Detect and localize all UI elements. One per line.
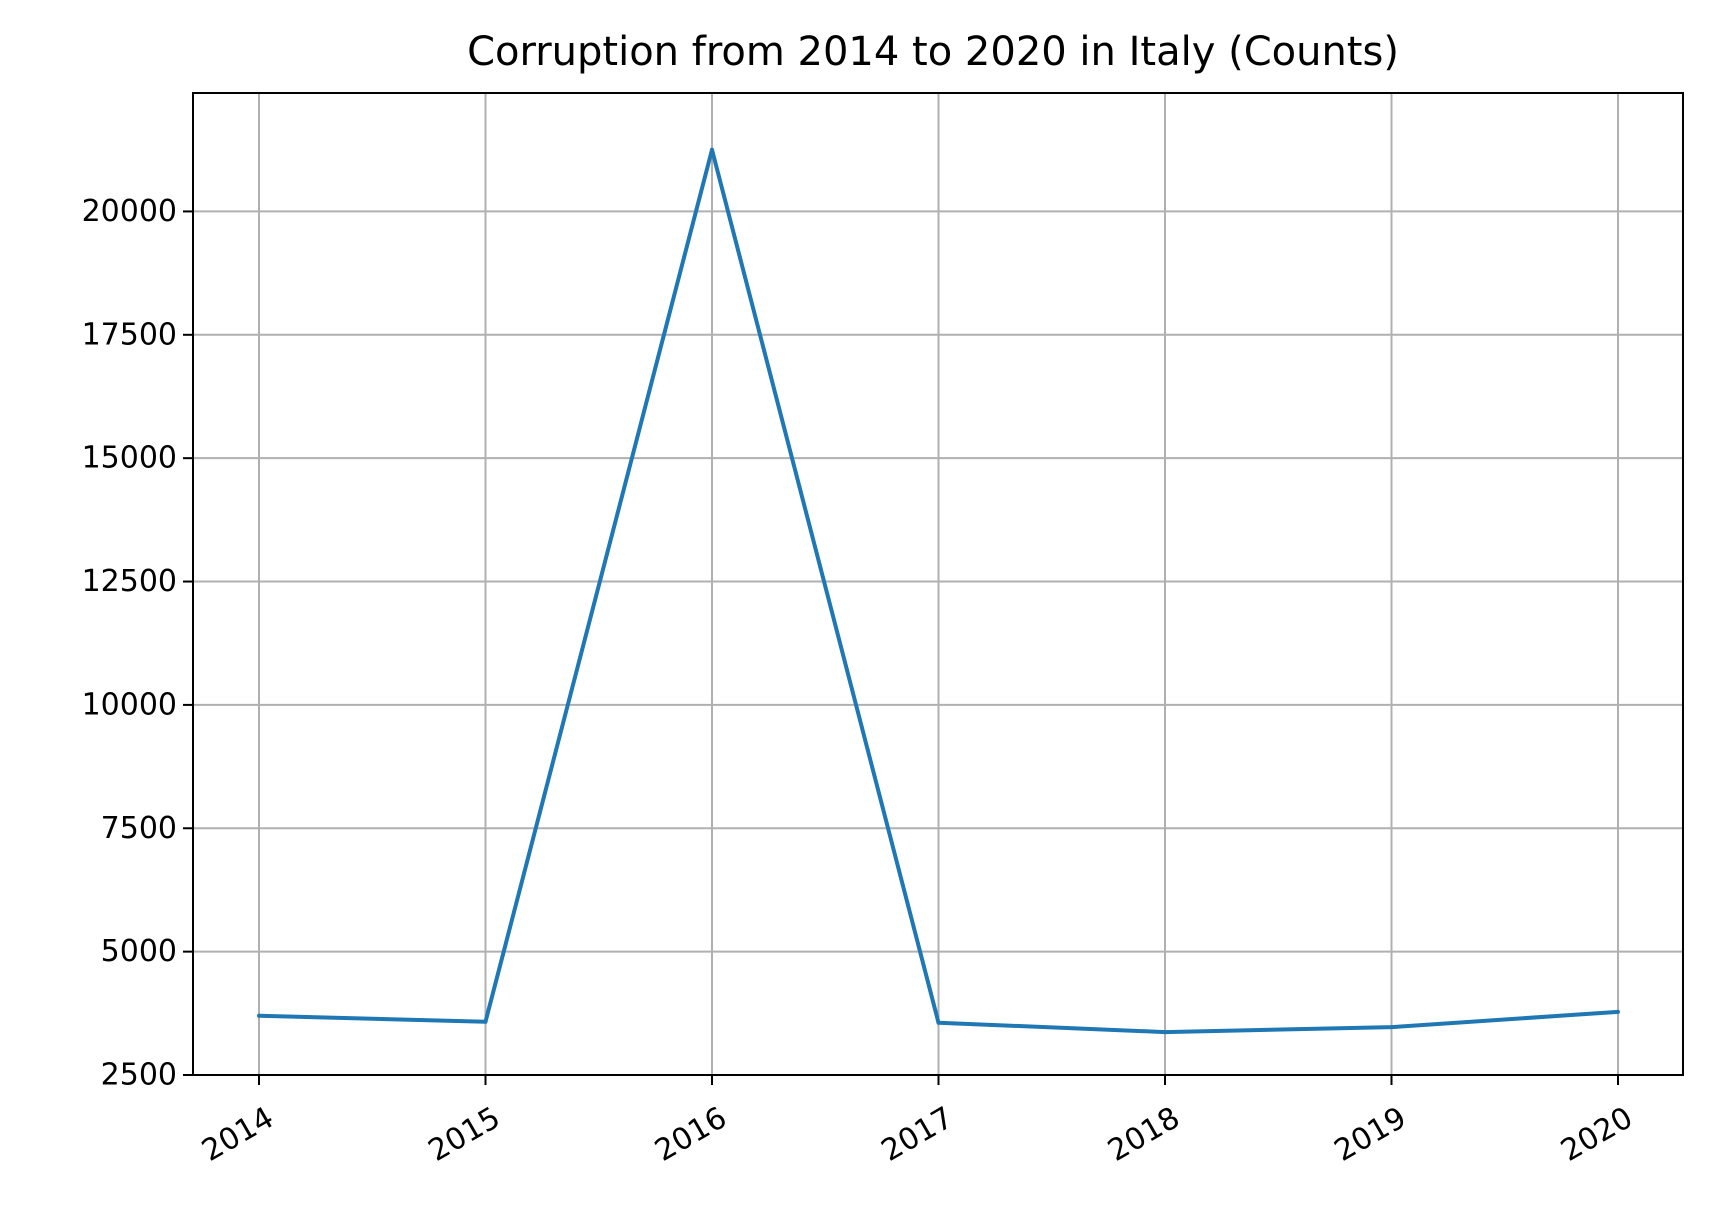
data-point (257, 1013, 261, 1018)
y-tick-label: 12500 (82, 564, 177, 599)
x-tick-label: 2020 (1555, 1100, 1639, 1168)
x-tick-label: 2017 (876, 1100, 960, 1168)
y-tick-label: 15000 (82, 441, 177, 476)
grid-lines (193, 93, 1683, 1076)
y-tick-label: 5000 (101, 934, 177, 969)
y-tick-label: 20000 (82, 194, 177, 229)
chart-title: Corruption from 2014 to 2020 in Italy (C… (467, 29, 1399, 75)
y-tick-label: 7500 (101, 811, 177, 846)
x-tick-label: 2015 (423, 1100, 507, 1168)
axis-ticks: 2014 2015 2016 2017 2018 2019 2020 2500 5000 7500… (82, 194, 1639, 1169)
data-point (483, 1019, 488, 1024)
data-point (1389, 1025, 1394, 1030)
x-tick-label: 2019 (1329, 1100, 1413, 1168)
data-point (1616, 1009, 1620, 1014)
y-tick-label: 2500 (101, 1058, 177, 1093)
series-layer (257, 147, 1620, 1035)
x-tick-label: 2018 (1102, 1100, 1186, 1168)
data-point (1163, 1030, 1167, 1035)
y-tick-label: 10000 (82, 687, 177, 722)
data-point (710, 147, 714, 152)
data-point (936, 1020, 941, 1025)
x-tick-label: 2016 (649, 1100, 733, 1168)
x-tick-label: 2014 (196, 1100, 280, 1168)
y-tick-label: 17500 (82, 317, 177, 352)
